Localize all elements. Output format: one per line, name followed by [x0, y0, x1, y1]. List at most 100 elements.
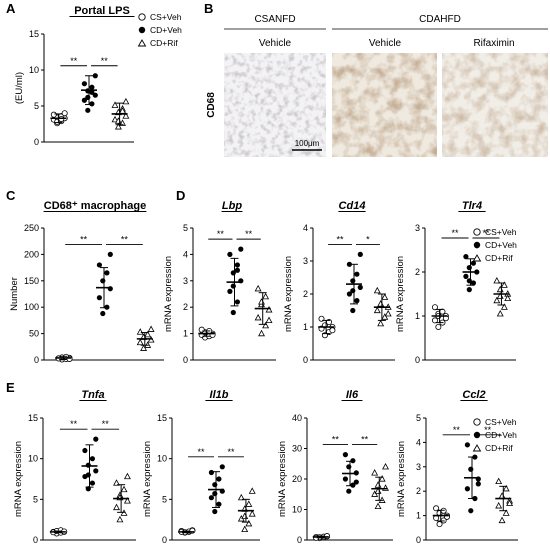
- data-point-cs-veh: [435, 323, 442, 330]
- micrograph-texture: [224, 53, 326, 157]
- data-point-cd-veh: [104, 304, 110, 310]
- chart-tnfa: Tnfa 0 5 10 15 mRNA expression ** **: [13, 389, 136, 545]
- data-point-cd-veh: [350, 288, 356, 294]
- data-point-cd-rif: [113, 503, 120, 511]
- y-axis-label: (EU/ml): [14, 72, 25, 104]
- significance-label: **: [70, 56, 78, 66]
- y-tick-label: 0: [33, 535, 38, 545]
- legend-middle: CS+Veh CD+Veh CD+Rif: [472, 227, 517, 263]
- chart-il1b: Il1b 0 5 10 15 mRNA expression ** **: [142, 389, 260, 545]
- data-point-cd-veh: [234, 267, 240, 273]
- data-point-cd-rif: [122, 97, 130, 105]
- data-point-cd-rif: [262, 292, 270, 300]
- data-point-cd-rif: [241, 512, 249, 520]
- y-tick-label: 40: [292, 413, 302, 423]
- data-point-cd-veh: [89, 84, 95, 90]
- data-point-cd-veh: [208, 469, 214, 476]
- data-point-cd-rif: [123, 472, 131, 480]
- data-point-cd-veh: [96, 295, 102, 301]
- data-point-cd-rif: [377, 300, 385, 307]
- data-point-cs-veh: [198, 326, 205, 333]
- legend-open-circle-icon: [473, 418, 481, 426]
- data-point-cd-veh: [353, 479, 359, 485]
- data-point-cs-veh: [329, 327, 336, 334]
- y-axis-label: mRNA expression: [396, 441, 407, 517]
- data-point-cd-veh: [89, 456, 95, 462]
- micrograph-col-vehicle: Vehicle: [259, 38, 292, 49]
- y-tick-label: 15: [157, 413, 167, 423]
- data-point-cd-veh: [350, 482, 356, 488]
- y-tick-label: 0: [415, 355, 420, 365]
- legend-label: CD+Veh: [485, 240, 517, 250]
- data-point-cd-veh: [464, 486, 470, 492]
- data-point-cd-rif: [495, 477, 503, 485]
- y-axis-label: mRNA expression: [395, 256, 406, 332]
- data-point-cd-rif: [254, 284, 262, 292]
- data-point-cs-veh: [324, 533, 331, 540]
- data-point-cd-rif: [248, 510, 256, 517]
- data-point-cs-veh: [61, 110, 68, 117]
- y-tick-label: 0: [34, 137, 39, 147]
- y-tick-label: 5: [183, 223, 188, 233]
- data-point-cd-rif: [245, 519, 253, 527]
- data-point-cd-veh: [466, 265, 472, 271]
- micrograph-texture: [442, 53, 548, 157]
- data-point-cd-rif: [373, 306, 381, 314]
- legend-label: CS+Veh: [485, 417, 517, 427]
- data-point-cd-veh: [470, 260, 476, 266]
- y-tick-label: 4: [303, 223, 308, 233]
- data-point-cd-veh: [100, 310, 106, 317]
- data-point-cd-veh: [346, 291, 352, 297]
- panel-letter-a: A: [6, 1, 16, 16]
- data-point-cd-veh: [212, 491, 218, 497]
- data-point-cd-veh: [85, 472, 91, 478]
- data-point-cd-rif: [114, 123, 122, 130]
- y-tick-label: 1: [183, 329, 188, 339]
- legend-open-circle-icon: [138, 13, 146, 21]
- chart-title: Ccl2: [462, 389, 485, 401]
- legend-label: CD+Rif: [485, 253, 513, 263]
- data-point-cd-veh: [92, 73, 98, 79]
- micrograph-col-vehicle: Vehicle: [369, 38, 402, 49]
- y-tick-label: 3: [415, 223, 420, 233]
- chart-ccl2: Ccl2 0 1 2 3 4 5 mRNA expression ** **: [396, 389, 518, 545]
- data-point-cd-rif: [502, 509, 510, 516]
- data-point-cd-veh: [89, 101, 95, 107]
- data-point-cd-rif: [377, 319, 385, 327]
- data-point-cd-rif: [498, 492, 506, 499]
- data-point-cs-veh: [433, 505, 440, 512]
- y-tick-label: 1: [415, 311, 420, 321]
- data-point-cd-veh: [346, 464, 352, 470]
- data-point-cd-rif: [381, 293, 389, 300]
- micrograph-panel: CSANFD CDAHFD Vehicle Vehicle Rifaximin …: [206, 14, 548, 157]
- y-tick-label: 200: [24, 249, 39, 259]
- scale-bar-label: 100μm: [295, 139, 320, 148]
- y-tick-label: 10: [157, 454, 167, 464]
- legend-label: CD+Rif: [150, 38, 178, 48]
- data-point-cd-veh: [468, 508, 474, 514]
- chart-title: Portal LPS: [74, 5, 130, 17]
- significance-label: *: [366, 234, 370, 244]
- data-point-cd-rif: [120, 485, 128, 493]
- chart-title: CD68⁺ macrophage: [44, 200, 146, 212]
- y-tick-label: 20: [292, 474, 302, 484]
- data-point-cd-veh: [81, 97, 87, 103]
- data-point-cd-rif: [136, 328, 144, 335]
- significance-label: **: [482, 228, 490, 238]
- data-point-cd-veh: [216, 476, 222, 482]
- data-point-cd-rif: [498, 516, 506, 524]
- significance-label: **: [484, 425, 492, 435]
- y-tick-label: 1: [303, 322, 308, 332]
- y-tick-label: 0: [297, 535, 302, 545]
- data-point-cd-veh: [474, 243, 480, 249]
- data-point-cd-rif: [116, 515, 124, 523]
- y-tick-label: 2: [183, 302, 188, 312]
- significance-label: **: [453, 425, 461, 435]
- data-point-cd-rif: [237, 493, 245, 501]
- y-tick-label: 100: [24, 302, 39, 312]
- data-point-cd-veh: [350, 278, 356, 284]
- data-point-cd-veh: [85, 462, 91, 468]
